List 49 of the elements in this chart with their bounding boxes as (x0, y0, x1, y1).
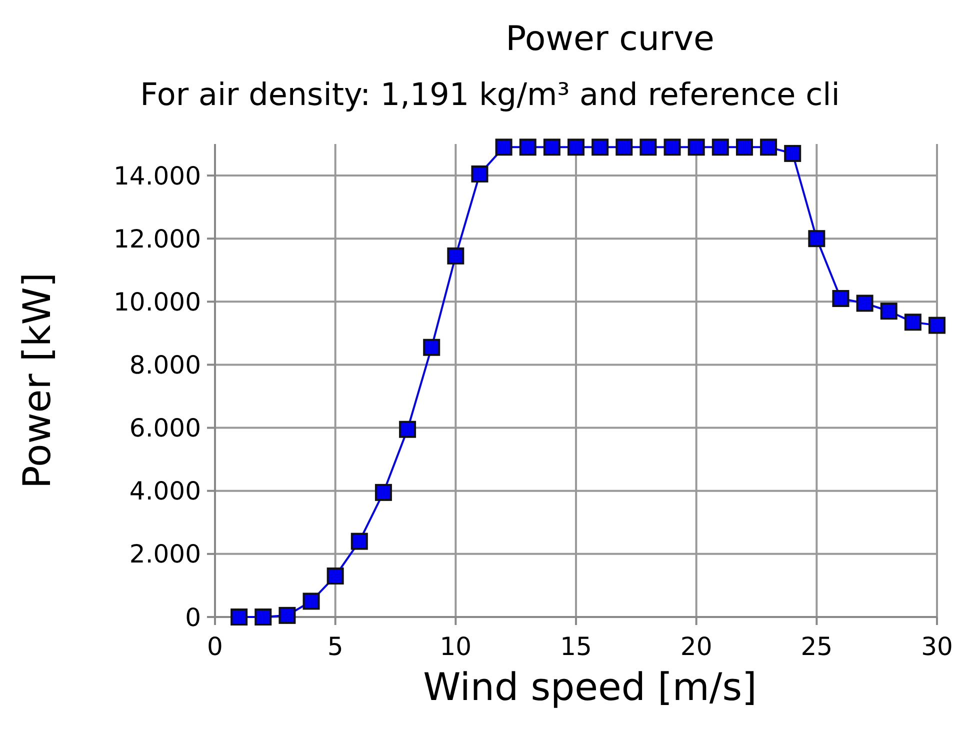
point (519, 138, 536, 156)
point (399, 420, 416, 438)
x-tick-label: 15 (560, 632, 592, 661)
point (592, 138, 609, 156)
y-tick-label: 6.000 (129, 414, 201, 443)
x-axis-title: Wind speed [m/s] (423, 665, 757, 709)
point (904, 314, 922, 331)
y-axis-title: Power [kW] (15, 272, 59, 489)
point (640, 138, 657, 156)
point (928, 316, 946, 334)
x-tick-label: 20 (680, 632, 712, 661)
point (543, 138, 560, 156)
x-tick-label: 10 (440, 632, 472, 661)
x-tick-label: 0 (207, 632, 223, 661)
point (568, 138, 584, 156)
point (254, 608, 272, 626)
point (808, 230, 826, 248)
point (688, 138, 705, 156)
y-tick-label: 12.000 (114, 224, 201, 254)
point (736, 138, 753, 156)
point (832, 290, 850, 308)
y-tick-label: 4.000 (129, 476, 201, 506)
point (880, 302, 898, 320)
y-tick-label: 8.000 (129, 350, 201, 380)
point (471, 165, 488, 182)
point (760, 138, 778, 156)
point (350, 532, 368, 550)
point (856, 294, 874, 312)
x-tick-label: 30 (921, 632, 953, 661)
point (230, 608, 248, 626)
point (326, 568, 344, 585)
chart-title: Power curve (506, 19, 714, 59)
x-tick-label: 25 (800, 632, 833, 661)
point (784, 144, 802, 162)
y-tick-label: 14.000 (114, 161, 201, 190)
point (302, 592, 320, 610)
chart-subtitle: For air density: 1,191 kg/m³ and reference cli (140, 77, 840, 113)
point (278, 606, 296, 624)
y-tick-label: 2.000 (129, 540, 201, 569)
point (495, 138, 512, 156)
point (616, 138, 633, 156)
point (374, 484, 392, 501)
y-tick-label: 0 (185, 602, 201, 632)
x-tick-label: 5 (327, 632, 344, 661)
y-tick-label: 10.000 (114, 287, 201, 316)
point (423, 338, 440, 356)
point (447, 247, 464, 264)
point (712, 138, 729, 156)
point (664, 138, 681, 156)
